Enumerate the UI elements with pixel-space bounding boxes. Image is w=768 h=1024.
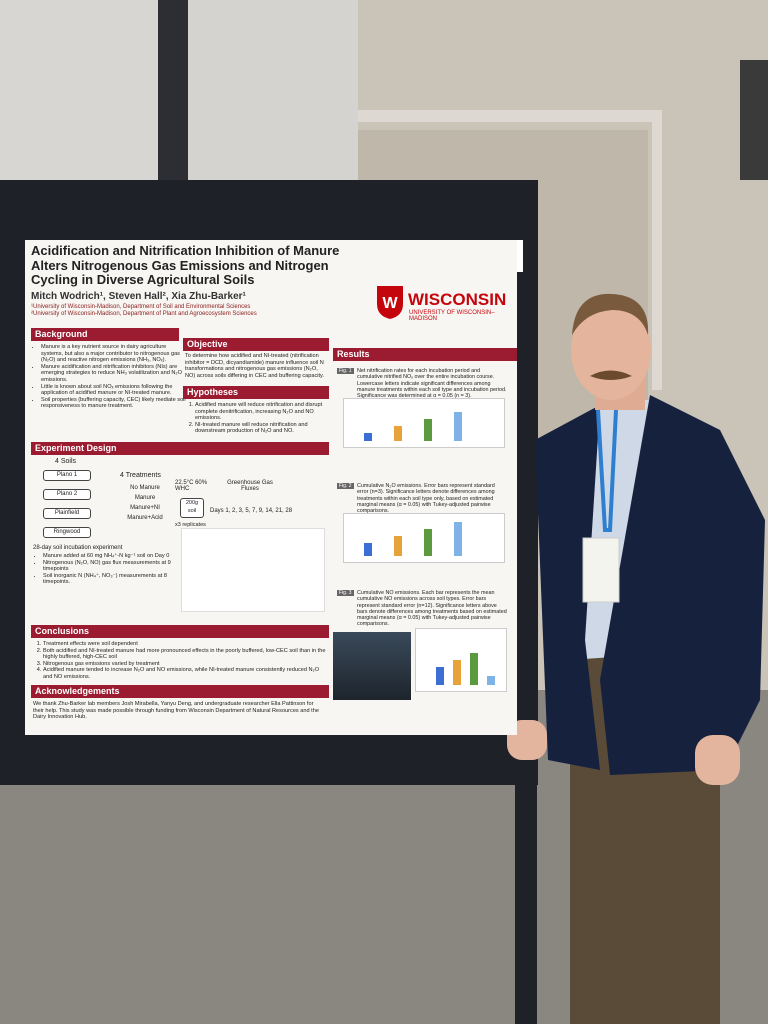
days: Days 1, 2, 3, 5, 7, 9, 14, 21, 28 xyxy=(210,508,293,514)
figure xyxy=(415,628,507,692)
figure-bar xyxy=(364,543,372,556)
section-heading: Objective xyxy=(183,338,329,351)
list-item: Nitrogenous (N₂O, NO) gas flux measureme… xyxy=(43,560,183,573)
hypotheses-list: Acidified manure will reduce nitrificati… xyxy=(185,402,335,435)
list-item: Nitrogenous gas emissions varied by trea… xyxy=(43,661,328,668)
head xyxy=(571,300,651,400)
figure xyxy=(343,513,505,563)
svg-text:W: W xyxy=(382,295,398,312)
figure-caption: Cumulative NO emissions. Each bar repres… xyxy=(357,590,507,628)
figure-bar xyxy=(454,412,462,441)
list-item: Acidified manure tended to increase N₂O … xyxy=(43,667,328,680)
figure-caption: Cumulative N₂O emissions. Error bars rep… xyxy=(357,483,495,515)
list-item: Treatment effects were soil dependent xyxy=(43,641,328,648)
pillar xyxy=(158,0,188,200)
soil-box: Plainfield xyxy=(43,508,91,519)
logo-sub: UNIVERSITY OF WISCONSIN–MADISON xyxy=(409,310,495,322)
jar: 200g soil xyxy=(180,498,204,518)
ack-text: We thank Zhu-Barker lab members Josh Mir… xyxy=(33,701,319,721)
pipe xyxy=(358,110,658,122)
objective-text: To determine how acidified and NI-treate… xyxy=(185,353,324,379)
list-item: Both acidified and NI-treated manure had… xyxy=(43,648,328,661)
section-heading: Experiment Design xyxy=(31,442,329,455)
figure-bar xyxy=(453,660,461,685)
figure-bar xyxy=(487,676,495,685)
section-heading: Results xyxy=(333,348,517,361)
replicates: x3 replicates xyxy=(175,522,206,528)
figure-caption: Net nitrification rates for each incubat… xyxy=(357,368,507,400)
jacket-right xyxy=(600,395,765,775)
figure-bar xyxy=(394,536,402,556)
figure-bar xyxy=(470,653,478,685)
crest: W xyxy=(377,286,403,319)
figure xyxy=(343,398,505,448)
treatment: Manure xyxy=(134,495,156,501)
jacket-left xyxy=(535,405,600,770)
treatment: No Manure xyxy=(130,485,160,491)
photo xyxy=(333,632,411,700)
soil-box: Plano 1 xyxy=(43,470,91,481)
logo: W WISCONSIN UNIVERSITY OF WISCONSIN–MADI… xyxy=(375,280,515,330)
figure-bar xyxy=(364,433,372,441)
soil-table xyxy=(181,528,325,612)
lanyard xyxy=(596,409,618,532)
list-item: Manure added at 60 mg NH₄⁺-N kg⁻¹ soil o… xyxy=(43,553,183,560)
section-heading: Acknowledgements xyxy=(31,685,329,698)
background-list: Manure is a key nutrient source in dairy… xyxy=(31,344,186,410)
treatment: Manure+Acid xyxy=(127,515,163,521)
vent xyxy=(740,60,768,180)
affiliation: ¹University of Wisconsin-Madison, Depart… xyxy=(31,304,251,310)
conclusions-list: Treatment effects were soil dependentBot… xyxy=(33,641,328,681)
authors: Mitch Wodrich¹, Steven Hall², Xia Zhu-Ba… xyxy=(31,291,246,302)
affiliation: ²University of Wisconsin-Madison, Depart… xyxy=(31,311,257,317)
logo-name: WISCONSIN xyxy=(408,290,507,309)
list-item: Soil inorganic N (NH₄⁺, NO₃⁻) measuremen… xyxy=(43,573,183,586)
badge xyxy=(582,537,620,603)
figure-bar xyxy=(394,426,402,441)
list-item: Little is known about soil NOₓ emissions… xyxy=(41,384,186,397)
list-item: Manure is a key nutrient source in dairy… xyxy=(41,344,186,364)
section-heading: Hypotheses xyxy=(183,386,329,399)
section-heading: Background xyxy=(31,328,179,341)
list-item: Manure acidification and nitrification i… xyxy=(41,364,186,384)
design-list: Manure added at 60 mg NH₄⁺-N kg⁻¹ soil o… xyxy=(33,553,183,586)
label: 4 Soils xyxy=(55,458,77,465)
figure-bar xyxy=(454,522,462,556)
treatment: Manure+NI xyxy=(130,505,160,511)
list-item: Soil properties (buffering capacity, CEC… xyxy=(41,397,186,410)
poster-title: Acidification and Nitrification Inhibiti… xyxy=(31,243,340,287)
label: 4 Treatments xyxy=(120,472,161,479)
mustache xyxy=(590,370,632,380)
figure-label: Fig. 3 xyxy=(337,590,354,596)
stand-leg xyxy=(515,700,537,1024)
greenhouse: Greenhouse Gas Fluxes xyxy=(227,480,273,492)
figure-label: Fig. 2 xyxy=(337,483,354,489)
incubation: 28-day soil incubation experiment xyxy=(33,545,123,551)
poster: Acidification and Nitrification Inhibiti… xyxy=(25,240,517,735)
wall-panel xyxy=(188,0,358,215)
hair xyxy=(572,293,649,335)
hand xyxy=(695,735,740,785)
soil-box: Plano 2 xyxy=(43,489,91,500)
list-item: NI-treated manure will reduce nitrificat… xyxy=(195,422,335,435)
soil-box: Ringwood xyxy=(43,527,91,538)
figure-label: Fig. 1 xyxy=(337,368,354,374)
list-item: Acidified manure will reduce nitrificati… xyxy=(195,402,335,422)
wall-panel xyxy=(0,0,160,200)
hand xyxy=(507,720,547,760)
pipe xyxy=(652,110,662,390)
figure-bar xyxy=(424,419,432,441)
section-heading: Conclusions xyxy=(31,625,329,638)
figure-bar xyxy=(424,529,432,556)
figure-bar xyxy=(436,667,444,685)
conditions: 22.5°C 60% WHC xyxy=(175,480,208,492)
